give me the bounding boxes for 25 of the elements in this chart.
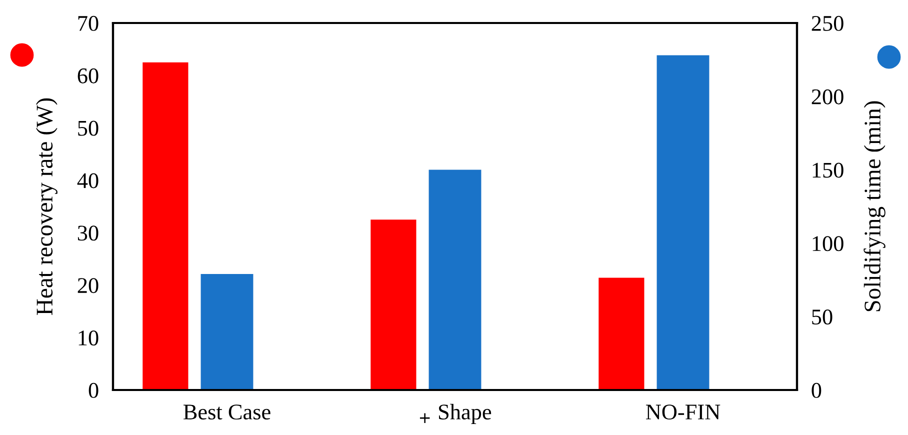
bar [428, 170, 482, 390]
x-tick-label: NO-FIN [646, 404, 720, 420]
x-tick-label: $_{+}$ Shape [420, 404, 492, 424]
y2-tick-label: 50 [812, 310, 832, 325]
y-tick-label: 70 [78, 16, 98, 31]
y-tick-label: 10 [78, 330, 98, 346]
y2-tick-label: 0 [812, 382, 822, 398]
y-tick-label: 60 [78, 68, 98, 84]
y-tick-label: 40 [77, 173, 98, 188]
y2-tick-label: 200 [812, 89, 844, 104]
y-axis-title: Heat recovery rate (W) [36, 98, 58, 315]
bar [598, 278, 644, 390]
y2-tick-label: 250 [812, 16, 844, 31]
y2-tick-label: 150 [812, 162, 844, 178]
bar [200, 274, 254, 390]
y2-tick-label: 100 [812, 236, 844, 252]
y-tick-label: 30 [78, 226, 98, 241]
bar [142, 62, 188, 390]
bar [370, 220, 416, 390]
y-tick-label: 20 [78, 278, 98, 294]
bar [656, 55, 710, 390]
y-tick-label: 0 [88, 382, 98, 398]
y2-axis-title: Solidifying time (min) [864, 101, 886, 312]
x-tick-label: Best Case [184, 404, 270, 420]
y-tick-label: 50 [78, 120, 98, 136]
